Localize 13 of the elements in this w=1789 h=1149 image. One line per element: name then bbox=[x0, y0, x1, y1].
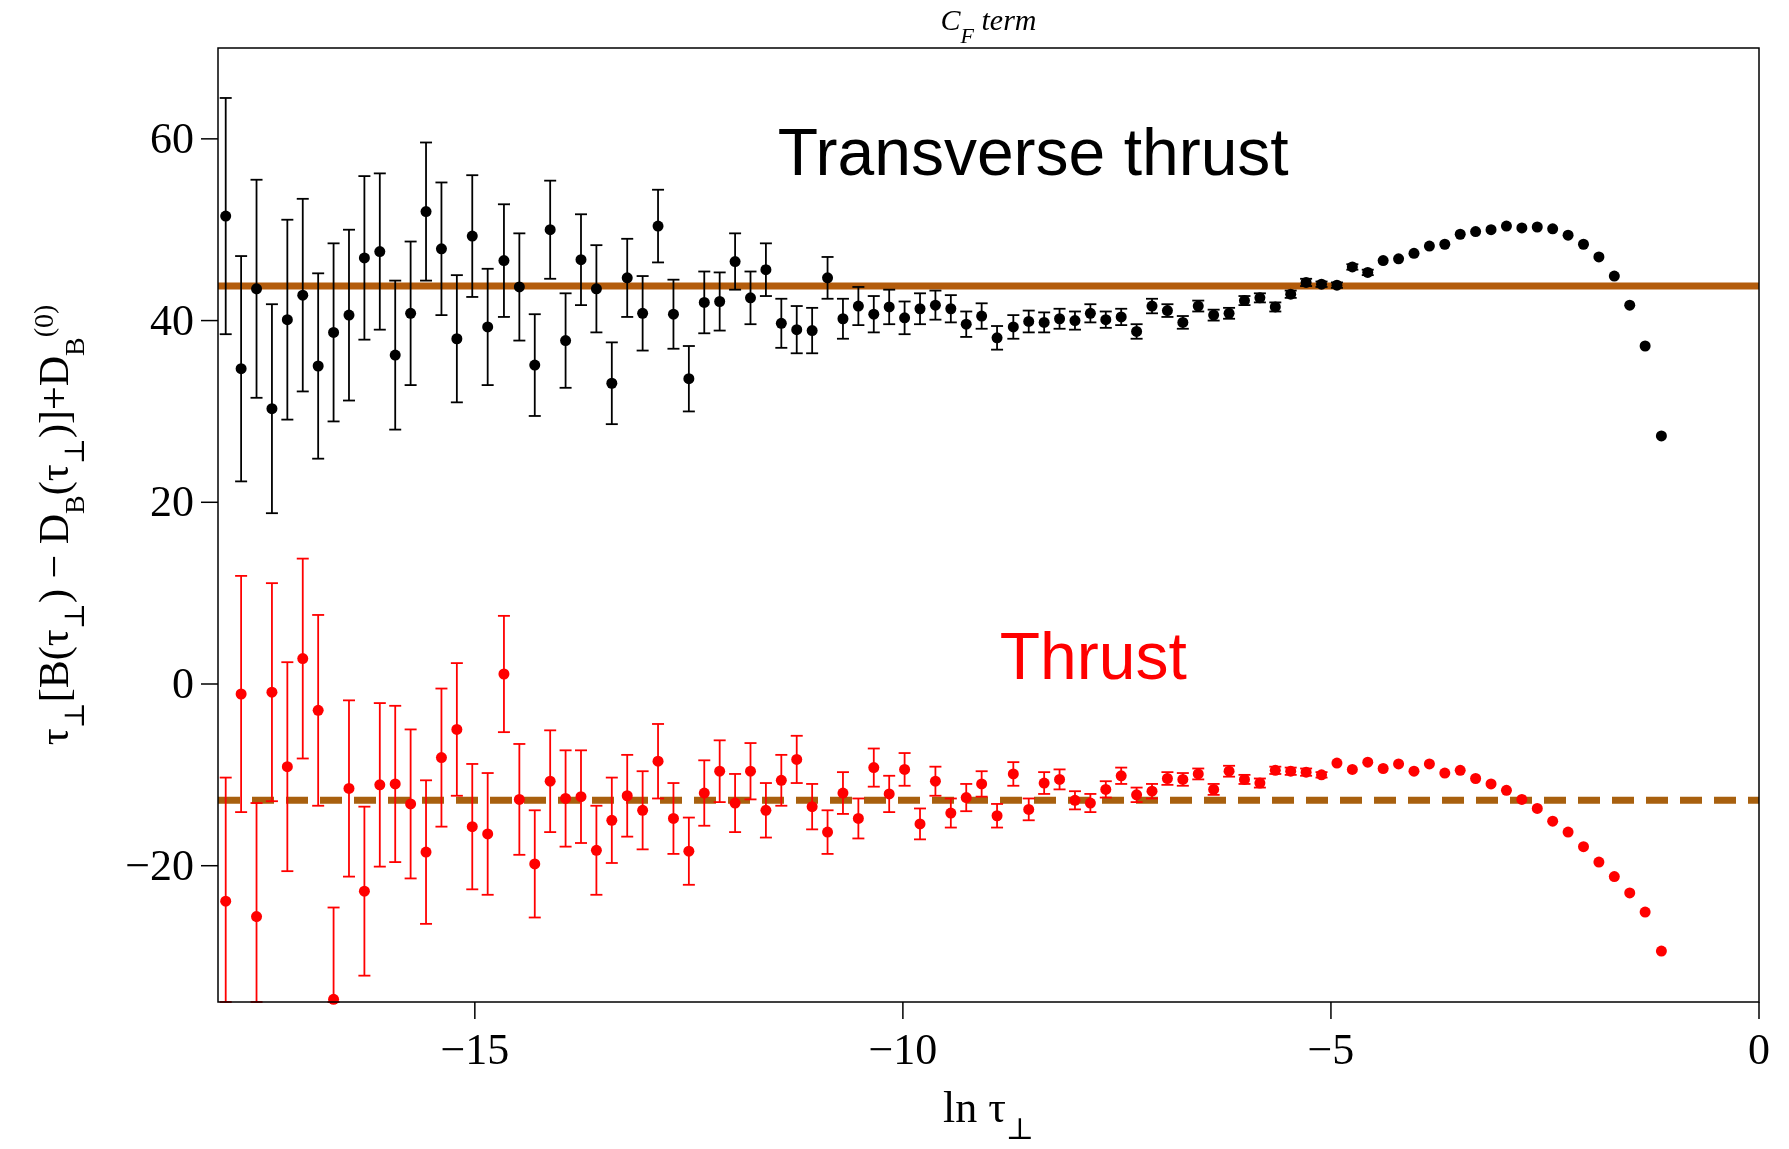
series-label: Transverse thrust bbox=[777, 114, 1289, 189]
y-tick-label: 60 bbox=[150, 113, 194, 163]
y-tick-label: 0 bbox=[172, 659, 194, 709]
x-tick-label: −10 bbox=[868, 1025, 938, 1075]
y-tick-label: 20 bbox=[150, 477, 194, 527]
x-tick-label: −15 bbox=[440, 1025, 510, 1075]
x-tick-label: −5 bbox=[1307, 1025, 1355, 1075]
chart-title: C$_{F}$ term bbox=[940, 3, 1037, 48]
y-tick-label: −20 bbox=[125, 840, 194, 890]
series-label: Thrust bbox=[999, 618, 1187, 693]
x-tick-label: 0 bbox=[1748, 1025, 1770, 1075]
y-tick-label: 40 bbox=[150, 295, 194, 345]
x-axis-title: ln τ$_{⊥}$ bbox=[942, 1083, 1035, 1145]
